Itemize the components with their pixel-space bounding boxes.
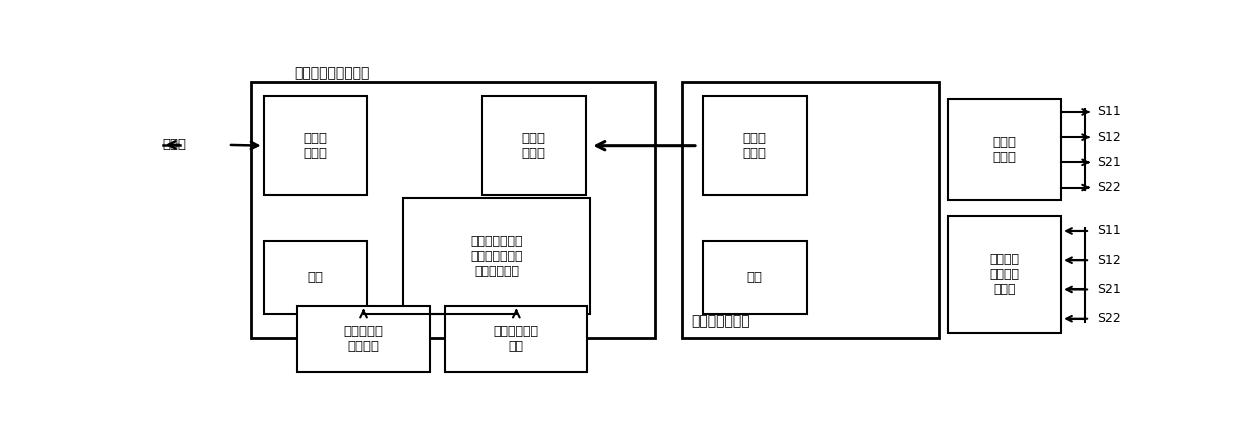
Text: S12: S12 <box>1096 254 1121 267</box>
Text: 分接选择器
驱动电机: 分接选择器 驱动电机 <box>343 325 383 353</box>
Text: S11: S11 <box>1096 225 1121 238</box>
Text: 第一通
讯单元: 第一通 讯单元 <box>304 132 327 160</box>
Text: 电源: 电源 <box>746 271 763 284</box>
Bar <box>703 96 806 195</box>
Text: 触发控
制单元: 触发控 制单元 <box>992 136 1017 164</box>
Text: 上位机: 上位机 <box>162 138 187 151</box>
Bar <box>264 241 367 314</box>
Bar <box>703 241 806 314</box>
Bar <box>682 81 939 338</box>
Text: 切换开关控制器: 切换开关控制器 <box>691 314 750 328</box>
Text: S22: S22 <box>1096 312 1121 325</box>
Bar <box>298 306 430 372</box>
Text: 电源: 电源 <box>308 271 324 284</box>
Bar <box>481 96 585 195</box>
Bar <box>250 81 655 338</box>
Text: 第三通
讯单元: 第三通 讯单元 <box>743 132 766 160</box>
Text: S11: S11 <box>1096 106 1121 119</box>
Text: 第二通
讯单元: 第二通 讯单元 <box>522 132 546 160</box>
Bar <box>403 198 590 314</box>
Text: S21: S21 <box>1096 283 1121 296</box>
Bar <box>947 216 1061 333</box>
Text: S22: S22 <box>1096 181 1121 194</box>
Text: S12: S12 <box>1096 131 1121 143</box>
Bar <box>947 99 1061 200</box>
Text: 故障检查
和参量计
算单元: 故障检查 和参量计 算单元 <box>990 253 1019 296</box>
Bar <box>264 96 367 195</box>
Text: 分接选择器动触
头和切换开关动
触头控制单元: 分接选择器动触 头和切换开关动 触头控制单元 <box>470 235 523 278</box>
Text: 切换开关驱动
电机: 切换开关驱动 电机 <box>494 325 539 353</box>
Text: 有载分接开关控制器: 有载分接开关控制器 <box>294 66 370 80</box>
Bar <box>445 306 588 372</box>
Text: S21: S21 <box>1096 156 1121 169</box>
